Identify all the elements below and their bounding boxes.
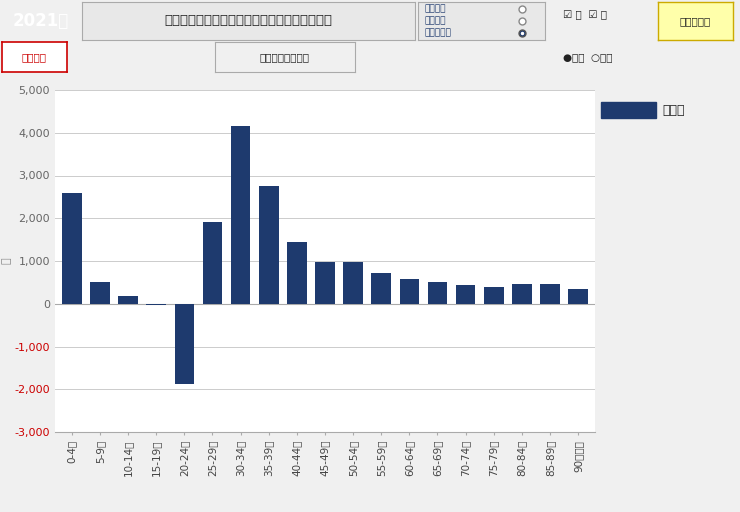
Text: 操作方法: 操作方法	[22, 52, 47, 62]
Text: 転出者数: 転出者数	[424, 16, 445, 26]
Bar	[203, 222, 222, 304]
Bar	[315, 262, 334, 304]
Bar	[602, 102, 656, 118]
Text: ●西暦  ○和暦: ●西暦 ○和暦	[563, 52, 613, 62]
Y-axis label: 人: 人	[1, 258, 12, 264]
Text: 純移動人口: 純移動人口	[424, 29, 451, 38]
Bar	[371, 272, 391, 304]
Text: ☑ 男  ☑ 女: ☑ 男 ☑ 女	[562, 10, 607, 20]
Text: 東京都: 東京都	[662, 103, 685, 117]
Text: グラフ拡大: グラフ拡大	[680, 16, 711, 26]
Text: 転入者数: 転入者数	[424, 4, 445, 13]
Text: 日本人及び外国人: 日本人及び外国人	[260, 52, 310, 62]
Bar	[512, 284, 532, 304]
Bar	[231, 126, 250, 304]
Bar	[62, 193, 81, 304]
Bar	[484, 287, 504, 304]
Bar	[428, 282, 448, 304]
Bar	[147, 304, 166, 305]
Bar	[400, 279, 420, 304]
Text: 2021年: 2021年	[13, 12, 69, 30]
Bar	[540, 284, 560, 304]
Bar	[90, 282, 110, 304]
Bar	[287, 242, 306, 304]
Bar	[175, 304, 194, 383]
Bar	[456, 285, 476, 304]
Bar	[343, 262, 363, 304]
Bar	[118, 296, 138, 304]
Bar	[259, 186, 278, 304]
Bar	[568, 289, 588, 304]
Text: 埼玉県の東京都との年齢別純移動人口（男女）: 埼玉県の東京都との年齢別純移動人口（男女）	[164, 14, 332, 28]
